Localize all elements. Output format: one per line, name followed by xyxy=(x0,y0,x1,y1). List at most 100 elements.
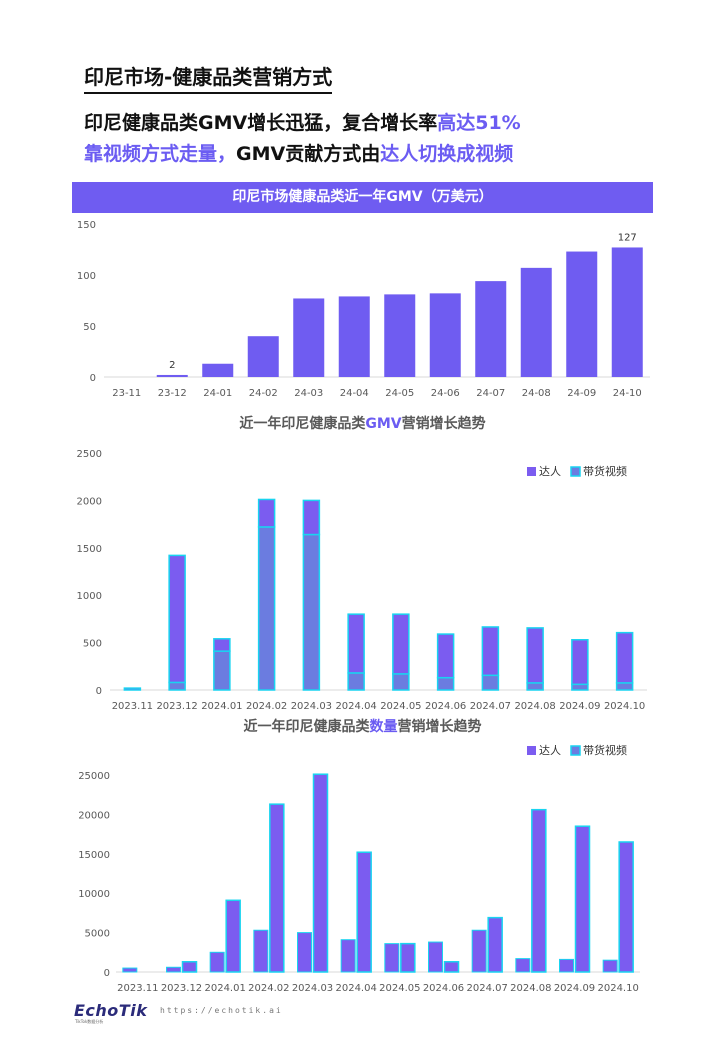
headline-highlight: 靠视频方式走量， xyxy=(84,143,237,165)
bar-video xyxy=(181,961,198,973)
bar-creator xyxy=(515,958,531,973)
x-tick-label: 2024.07 xyxy=(466,983,507,994)
legend-label: 带货视频 xyxy=(583,743,627,757)
bar-creator xyxy=(123,687,142,691)
x-tick-label: 2024.04 xyxy=(335,701,376,712)
y-tick-label: 0 xyxy=(90,373,96,384)
bar-video xyxy=(531,808,547,973)
bar-creator xyxy=(340,939,356,973)
chart-3-title-accent: 数量 xyxy=(369,719,398,735)
x-tick-label: 2024.01 xyxy=(204,983,245,994)
footer-url: https://echotik.ai xyxy=(160,1006,283,1015)
bar-video xyxy=(257,526,276,691)
x-tick-label: 23-11 xyxy=(112,388,141,399)
bar-video xyxy=(269,803,285,973)
y-tick-label: 2000 xyxy=(77,496,102,507)
x-tick-label: 2024.09 xyxy=(559,701,600,712)
bar-video xyxy=(400,942,416,973)
bar xyxy=(338,296,370,377)
headline-highlight: 达人切换成视频 xyxy=(380,143,514,165)
bar-video xyxy=(356,851,372,973)
bar-creator xyxy=(253,929,269,973)
x-tick-label: 24-10 xyxy=(613,388,642,399)
echotik-logo: EchoTik xyxy=(74,1001,148,1020)
y-tick-label: 2500 xyxy=(77,449,102,460)
bar-video xyxy=(436,676,455,691)
x-tick-label: 2024.08 xyxy=(510,983,551,994)
x-tick-label: 2024.02 xyxy=(248,983,289,994)
x-tick-label: 2023.12 xyxy=(156,701,197,712)
legend-label: 带货视频 xyxy=(583,464,627,478)
y-tick-label: 100 xyxy=(77,271,96,282)
legend-swatch-video xyxy=(570,466,581,477)
chart-2-title-part: 近一年印尼健康品类 xyxy=(239,416,366,432)
bar-creator xyxy=(559,958,574,973)
x-tick-label: 2023.12 xyxy=(161,983,202,994)
bar-video xyxy=(392,673,410,691)
chart-3-title: 近一年印尼健康品类数量营销增长趋势 xyxy=(72,716,653,736)
y-tick-label: 20000 xyxy=(78,810,110,821)
chart-3-title-part: 营销增长趋势 xyxy=(397,719,482,735)
bar-creator xyxy=(471,929,487,973)
x-tick-label: 2024.09 xyxy=(554,983,595,994)
bar xyxy=(202,363,234,377)
x-tick-label: 2024.08 xyxy=(514,701,555,712)
y-tick-label: 150 xyxy=(77,220,96,231)
gmv-channel-stacked-chart: 0 500 1000 1500 2000 2500 2023.11 2023.12 2024.0… xyxy=(77,449,647,712)
x-tick-label: 2024.06 xyxy=(423,983,464,994)
y-tick-label: 5000 xyxy=(85,929,110,940)
legend-label: 达人 xyxy=(539,465,561,478)
data-label: 2 xyxy=(169,360,175,371)
y-tick-label: 1500 xyxy=(77,544,102,555)
x-tick-label: 2024.05 xyxy=(379,983,420,994)
y-tick-label: 25000 xyxy=(78,771,110,782)
bar xyxy=(293,298,325,377)
x-tick-label: 24-09 xyxy=(567,388,596,399)
bar-video xyxy=(615,682,634,691)
gmv-bar-chart: 0 50 100 150 23-11 23-12 2 24-01 24-02 24-03 24-04… xyxy=(77,220,650,399)
bar-video xyxy=(225,899,241,973)
y-tick-label: 1000 xyxy=(77,591,102,602)
bar-creator xyxy=(302,499,321,536)
headline-line-2: 靠视频方式走量，GMV贡献方式由达人切换成视频 xyxy=(84,139,684,170)
x-tick-label: 2023.11 xyxy=(112,701,153,712)
y-tick-label: 15000 xyxy=(78,850,110,861)
x-tick-label: 24-02 xyxy=(249,388,278,399)
bar-creator xyxy=(168,554,186,684)
bar-creator xyxy=(602,959,618,973)
bar-creator xyxy=(526,627,544,684)
logo-subtitle: TikTok数据分析 xyxy=(75,1019,104,1024)
x-tick-label: 2024.04 xyxy=(335,983,376,994)
y-tick-label: 50 xyxy=(83,322,96,333)
legend-swatch-creator xyxy=(527,746,536,755)
bar-creator xyxy=(122,967,138,973)
bar xyxy=(429,293,461,377)
bar-video xyxy=(213,650,231,691)
x-tick-label: 24-08 xyxy=(522,388,551,399)
headline-text: GMV贡献方式由 xyxy=(236,143,381,165)
bar-creator xyxy=(428,941,443,973)
bar-video xyxy=(618,841,634,973)
bar-creator xyxy=(571,639,589,686)
bar xyxy=(520,267,552,377)
chart-2-title: 近一年印尼健康品类GMV营销增长趋势 xyxy=(72,413,653,433)
x-tick-label: 2024.10 xyxy=(604,701,645,712)
bar-creator xyxy=(481,626,500,677)
chart-1-title: 印尼市场健康品类近一年GMV（万美元） xyxy=(72,182,653,213)
x-tick-label: 24-01 xyxy=(203,388,232,399)
bar-video xyxy=(574,825,591,973)
headline: 印尼健康品类GMV增长迅猛，复合增长率高达51% 靠视频方式走量，GMV贡献方式… xyxy=(84,108,684,170)
bar-video xyxy=(443,961,460,973)
chart-2-title-accent: GMV xyxy=(365,416,402,432)
headline-line-1: 印尼健康品类GMV增长迅猛，复合增长率高达51% xyxy=(84,108,684,139)
x-tick-label: 2023.11 xyxy=(117,983,158,994)
bar-creator xyxy=(209,951,225,973)
x-tick-label: 2024.03 xyxy=(292,983,333,994)
bar-creator xyxy=(257,498,276,528)
headline-text: 印尼健康品类GMV增长迅猛，复合增长率 xyxy=(84,112,438,134)
x-tick-label: 2024.07 xyxy=(470,701,511,712)
bar-video xyxy=(168,681,186,691)
bar-creator xyxy=(166,966,181,973)
bar xyxy=(156,374,188,377)
